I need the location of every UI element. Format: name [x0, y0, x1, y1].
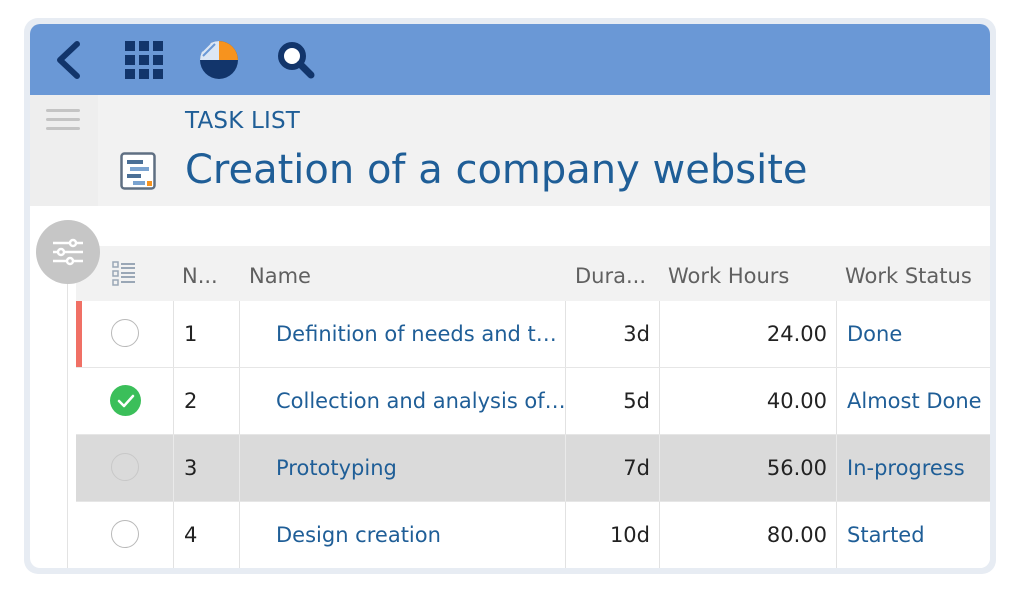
column-header-duration[interactable]: Dura...	[575, 264, 647, 288]
task-number: 3	[184, 456, 198, 480]
task-work-status[interactable]: Started	[847, 523, 925, 547]
table-row[interactable]: 2 Collection and analysis of… 5d 40.00 A…	[76, 368, 990, 435]
table-row[interactable]: 4 Design creation 10d 80.00 Started	[76, 502, 990, 568]
task-work-hours: 24.00	[766, 322, 827, 346]
page-header: TASK LIST Creation of a company website	[98, 95, 990, 206]
task-work-hours: 40.00	[766, 389, 827, 413]
column-header-work-status[interactable]: Work Status	[845, 264, 972, 288]
table-row[interactable]: 1 Definition of needs and t… 3d 24.00 Do…	[76, 301, 990, 368]
side-menu-area	[30, 95, 98, 206]
search-icon	[278, 42, 315, 79]
task-number: 4	[184, 523, 198, 547]
task-name-link[interactable]: Prototyping	[276, 456, 397, 480]
task-work-status[interactable]: In-progress	[847, 456, 965, 480]
task-work-status[interactable]: Done	[847, 322, 903, 346]
filter-sliders-icon	[53, 238, 83, 266]
project-gantt-icon	[120, 152, 156, 194]
task-duration: 7d	[623, 456, 650, 480]
hamburger-menu-icon	[46, 109, 80, 130]
list-settings-icon	[112, 261, 135, 286]
task-duration: 3d	[623, 322, 650, 346]
task-name-link[interactable]: Collection and analysis of…	[276, 389, 566, 413]
task-name-link[interactable]: Design creation	[276, 523, 441, 547]
task-duration: 10d	[609, 523, 650, 547]
checkmark-icon	[117, 394, 134, 407]
task-complete-checkbox[interactable]	[111, 319, 139, 347]
task-duration: 5d	[623, 389, 650, 413]
task-number: 2	[184, 389, 198, 413]
page-title: Creation of a company website	[185, 147, 808, 193]
apps-grid-icon	[125, 41, 163, 79]
app-logo-button[interactable]	[193, 34, 245, 86]
task-work-hours: 56.00	[766, 456, 827, 480]
column-header-name[interactable]: Name	[249, 264, 311, 288]
task-work-status[interactable]: Almost Done	[847, 389, 982, 413]
table-row-selected[interactable]: 3 Prototyping 7d 56.00 In-progress	[76, 435, 990, 502]
list-view-toggle[interactable]	[112, 261, 136, 291]
task-name-link[interactable]: Definition of needs and t…	[276, 322, 557, 346]
column-header-work-hours[interactable]: Work Hours	[668, 264, 790, 288]
back-button[interactable]	[42, 34, 94, 86]
table-header: N... Name Dura... Work Hours Work Status	[76, 246, 990, 301]
apps-grid-button[interactable]	[118, 34, 170, 86]
menu-button[interactable]	[46, 108, 80, 136]
left-rail	[67, 254, 68, 568]
back-icon	[57, 41, 80, 79]
task-completed-check[interactable]	[110, 385, 141, 416]
search-button[interactable]	[270, 34, 322, 86]
filter-button[interactable]	[36, 220, 100, 284]
page-kicker: TASK LIST	[185, 108, 301, 134]
task-number: 1	[184, 322, 198, 346]
app-window: TASK LIST Creation of a company website	[30, 24, 990, 568]
row-priority-marker	[76, 301, 82, 367]
app-logo-icon	[200, 41, 238, 79]
column-header-number[interactable]: N...	[182, 264, 218, 288]
top-toolbar	[30, 24, 990, 95]
task-work-hours: 80.00	[766, 523, 827, 547]
task-complete-checkbox[interactable]	[111, 520, 139, 548]
task-complete-checkbox[interactable]	[111, 453, 139, 481]
